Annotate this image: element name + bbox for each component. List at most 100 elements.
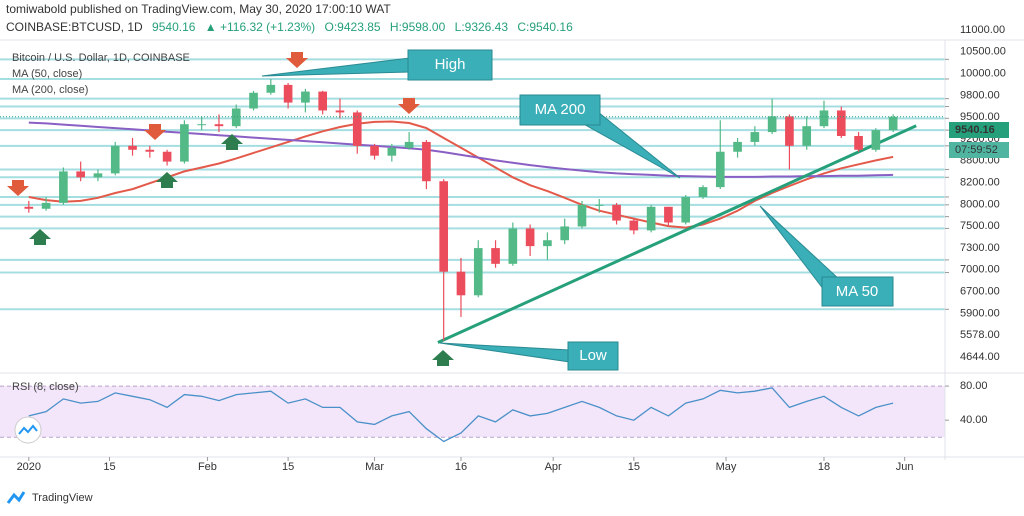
x-tick-label: 16 (455, 461, 467, 473)
rsi-line (28, 387, 894, 443)
y-tick-label: 11000.00 (960, 24, 1005, 36)
y-tick-label: 8000.00 (960, 198, 1000, 210)
indicator-icon (18, 424, 38, 435)
x-tick-label: Apr (545, 461, 562, 473)
candle-body (456, 271, 466, 296)
candle-body (681, 196, 691, 223)
candle-body (162, 151, 172, 162)
candle-body (231, 108, 241, 127)
candle-body (629, 220, 639, 231)
brand: TradingView (32, 492, 93, 504)
candle-body (301, 91, 310, 103)
y-tick-label: 10000.00 (960, 68, 1006, 80)
candle-body (646, 206, 656, 231)
candle-body (560, 226, 570, 241)
candle-body (594, 204, 604, 206)
candle-body (370, 145, 379, 156)
candle-body (491, 248, 500, 264)
legend-ma50: MA (50, close) (12, 68, 82, 80)
candle-body (128, 145, 137, 150)
rsi-band (0, 386, 945, 438)
x-tick-label: Mar (365, 461, 384, 473)
callout-text: MA 50 (836, 283, 879, 300)
sell-arrow (7, 180, 29, 196)
candle-body (750, 132, 760, 142)
indicator-badge[interactable] (14, 416, 42, 444)
candle-body (318, 91, 328, 111)
candle-body (404, 141, 414, 148)
candle-body (24, 206, 34, 209)
y-tick-label: 9800.00 (960, 89, 1000, 101)
callout-text: Low (579, 347, 607, 364)
callout-box (821, 276, 894, 307)
brand-logo (6, 491, 26, 504)
y-tick-label: 9500.00 (960, 111, 1000, 123)
price: 9540.16 (152, 20, 196, 34)
x-tick-label: 2020 (17, 461, 41, 473)
candle-body (214, 124, 224, 127)
x-tick-label: May (716, 461, 737, 473)
symbol-line: COINBASE:BTCUSD, 1D 9540.16 ▲ +116.32 (+… (6, 20, 573, 34)
ma-line (28, 121, 894, 178)
callout-box (519, 94, 601, 126)
callouts: High MA 200 MA 50 Low (261, 49, 894, 371)
close: C:9540.16 (517, 20, 573, 34)
candle-body (387, 147, 397, 156)
candle-body (888, 116, 898, 131)
y-tick-label: 4644.00 (960, 351, 1000, 363)
callout-text: MA 200 (535, 101, 586, 118)
sell-arrow (286, 52, 308, 68)
plot-layer (0, 40, 1024, 461)
symbol: COINBASE:BTCUSD, 1D (6, 20, 143, 34)
candle-body (508, 228, 518, 264)
candle-body (352, 112, 362, 146)
candle-body (249, 92, 258, 109)
legend-instrument: Bitcoin / U.S. Dollar, 1D, COINBASE (12, 52, 190, 64)
candle-body (145, 149, 155, 152)
x-tick-label: 15 (103, 461, 115, 473)
y-tick-label: 5578.00 (960, 329, 1000, 341)
candle-body (819, 110, 829, 127)
candle-body (110, 145, 120, 174)
candle-body (439, 181, 449, 272)
y-tick-label: 10500.00 (960, 46, 1006, 58)
candle-body (59, 171, 68, 203)
candle-body (543, 240, 552, 247)
candle-body (473, 248, 483, 296)
buy-arrow (221, 134, 243, 150)
legend-rsi: RSI (8, close) (12, 381, 79, 393)
y-tick-label: 5900.00 (960, 307, 1000, 319)
last-price-box (949, 122, 1009, 138)
countdown-label: 07:59:52 (955, 144, 998, 156)
trendline (437, 124, 917, 344)
candle-body (335, 110, 345, 113)
buy-arrow (29, 229, 51, 245)
candle-body (612, 204, 621, 221)
rsi-tick-label: 40.00 (960, 414, 988, 426)
high: H:9598.00 (390, 20, 446, 34)
y-tick-label: 6700.00 (960, 286, 1000, 298)
candle-body (698, 187, 708, 197)
legend-ma200: MA (200, close) (12, 84, 88, 96)
candle-body (715, 151, 725, 188)
y-tick-label: 8200.00 (960, 177, 1000, 189)
candle-body (767, 116, 777, 133)
countdown-box (949, 142, 1009, 158)
candle-body (180, 124, 189, 162)
candle-body (733, 141, 742, 152)
x-tick-label: Feb (198, 461, 217, 473)
callout-box (407, 49, 493, 81)
sell-arrow (398, 98, 420, 114)
candle-body (871, 130, 881, 150)
candle-body (93, 173, 103, 178)
rsi-tick-label: 80.00 (960, 380, 988, 392)
sell-arrow (144, 124, 166, 140)
publisher: tomiwabold published on TradingView.com,… (6, 2, 391, 16)
open: O:9423.85 (325, 20, 381, 34)
callout-text: High (435, 56, 466, 73)
buy-arrow (156, 172, 178, 188)
candle-body (422, 141, 431, 182)
candle-body (785, 116, 794, 146)
y-tick-label: 7300.00 (960, 242, 1000, 254)
